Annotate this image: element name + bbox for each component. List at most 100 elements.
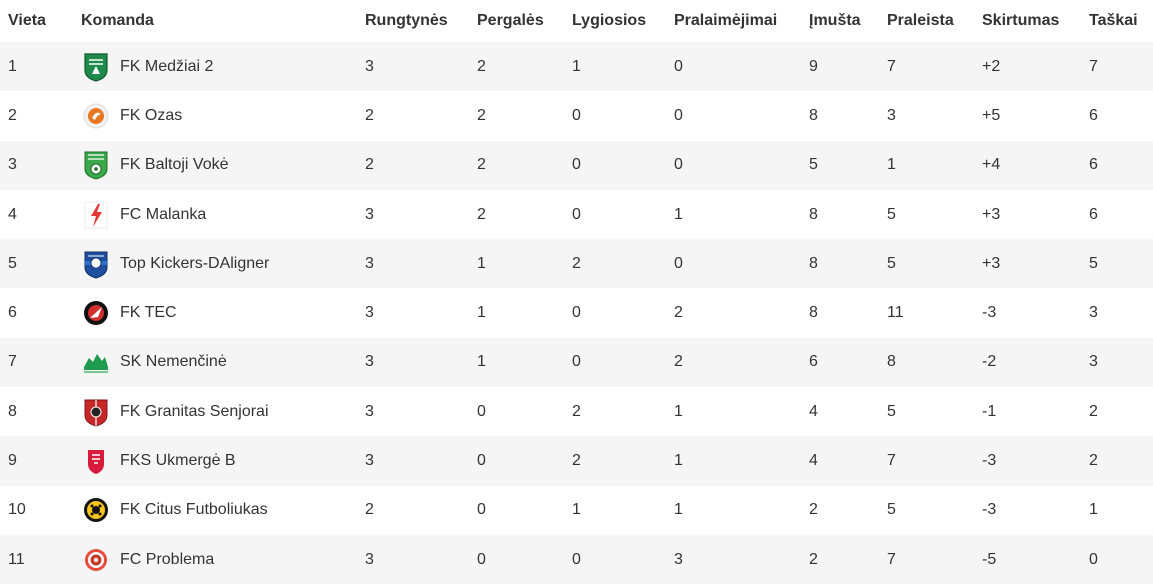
team-name[interactable]: FC Malanka [120, 205, 207, 223]
team-info[interactable]: FC Problema [81, 545, 357, 575]
table-row[interactable]: 5 Top Kickers-DAligner 3 1 2 0 8 5 +3 5 [0, 239, 1153, 289]
place-cell: 3 [8, 156, 17, 174]
table-row[interactable]: 8 FK Granitas Senjorai 3 0 2 1 4 5 -1 2 [0, 387, 1153, 437]
scored-cell: 4 [809, 452, 818, 470]
difference-cell: -3 [982, 501, 997, 519]
points-cell: 3 [1089, 353, 1098, 371]
team-name[interactable]: Top Kickers-DAligner [120, 254, 270, 272]
draws-cell: 0 [572, 304, 581, 322]
header-played[interactable]: Rungtynės [365, 12, 448, 29]
header-difference[interactable]: Skirtumas [982, 12, 1060, 29]
team-name[interactable]: FK Granitas Senjorai [120, 402, 269, 420]
points-cell: 1 [1089, 501, 1098, 519]
header-losses[interactable]: Pralaimėjimai [674, 12, 778, 29]
wins-cell: 2 [477, 57, 486, 75]
header-scored[interactable]: Įmušta [809, 12, 861, 29]
points-cell: 2 [1089, 452, 1098, 470]
team-cell: FK Medžiai 2 [73, 42, 357, 91]
place-cell: 6 [8, 304, 17, 322]
problema-crest-icon [82, 545, 110, 575]
draws-cell: 0 [572, 550, 581, 568]
table-row[interactable]: 6 FK TEC 3 1 0 2 8 11 -3 3 [0, 288, 1153, 338]
scored-cell: 8 [809, 304, 818, 322]
team-info[interactable]: SK Nemenčinė [81, 347, 357, 377]
place-cell: 2 [8, 106, 17, 124]
wins-cell: 0 [477, 550, 486, 568]
table-row[interactable]: 3 FK Baltoji Vokė 2 2 0 0 5 1 +4 6 [0, 140, 1153, 190]
team-info[interactable]: FK Granitas Senjorai [81, 397, 357, 427]
team-name[interactable]: FK Baltoji Vokė [120, 156, 229, 174]
played-cell: 3 [365, 452, 374, 470]
scored-cell: 6 [809, 353, 818, 371]
header-points[interactable]: Taškai [1089, 12, 1138, 29]
draws-cell: 2 [572, 254, 581, 272]
table-row[interactable]: 9 FKS Ukmergė B 3 0 2 1 4 7 -3 2 [0, 436, 1153, 486]
losses-cell: 0 [674, 57, 683, 75]
losses-cell: 2 [674, 304, 683, 322]
table-row[interactable]: 4 FC Malanka 3 2 0 1 8 5 +3 6 [0, 189, 1153, 240]
table-row[interactable]: 2 FK Ozas 2 2 0 0 8 3 +5 6 [0, 91, 1153, 141]
table-row[interactable]: 7 SK Nemenčinė 3 1 0 2 6 8 -2 3 [0, 337, 1153, 388]
team-name[interactable]: FK Medžiai 2 [120, 57, 214, 75]
team-cell: FK Granitas Senjorai [73, 387, 357, 436]
points-cell: 6 [1089, 205, 1098, 223]
nemencine-crest-icon [82, 347, 110, 377]
team-cell: FK Baltoji Vokė [73, 141, 357, 190]
losses-cell: 3 [674, 550, 683, 568]
header-wins[interactable]: Pergalės [477, 12, 544, 29]
difference-cell: -1 [982, 402, 997, 420]
citus-crest-icon [82, 495, 110, 525]
draws-cell: 1 [572, 57, 581, 75]
played-cell: 3 [365, 205, 374, 223]
header-conceded[interactable]: Praleista [887, 12, 954, 29]
wins-cell: 2 [477, 156, 486, 174]
team-info[interactable]: FK Medžiai 2 [81, 52, 357, 82]
team-info[interactable]: Top Kickers-DAligner [81, 249, 357, 279]
team-cell: SK Nemenčinė [73, 338, 357, 387]
played-cell: 3 [365, 304, 374, 322]
header-row: Vieta Komanda Rungtynės Pergalės Lygiosi… [0, 0, 1153, 42]
team-name[interactable]: FKS Ukmergė B [120, 452, 236, 470]
points-cell: 5 [1089, 254, 1098, 272]
team-info[interactable]: FK Baltoji Vokė [81, 150, 357, 180]
wins-cell: 2 [477, 106, 486, 124]
draws-cell: 0 [572, 106, 581, 124]
team-info[interactable]: FK Citus Futboliukas [81, 495, 357, 525]
difference-cell: +2 [982, 57, 1001, 75]
draws-cell: 0 [572, 353, 581, 371]
played-cell: 3 [365, 57, 374, 75]
medziai-crest-icon [82, 52, 110, 82]
table-row[interactable]: 10 FK Citus Futboliukas 2 0 1 1 2 5 -3 1 [0, 485, 1153, 535]
team-name[interactable]: FC Problema [120, 550, 215, 568]
team-info[interactable]: FK TEC [81, 298, 357, 328]
losses-cell: 1 [674, 402, 683, 420]
team-name[interactable]: FK TEC [120, 304, 177, 322]
difference-cell: +3 [982, 205, 1001, 223]
difference-cell: -3 [982, 452, 997, 470]
scored-cell: 8 [809, 254, 818, 272]
losses-cell: 0 [674, 106, 683, 124]
draws-cell: 2 [572, 452, 581, 470]
team-name[interactable]: FK Ozas [120, 106, 183, 124]
header-place[interactable]: Vieta [8, 12, 46, 29]
conceded-cell: 5 [887, 254, 896, 272]
table-body: 1 FK Medžiai 2 3 2 1 0 9 7 +2 7 2 FK Ozas 2 2 0 0 8 3 +5 6 3… [0, 42, 1153, 585]
points-cell: 2 [1089, 402, 1098, 420]
points-cell: 6 [1089, 106, 1098, 124]
team-info[interactable]: FK Ozas [81, 101, 357, 131]
team-info[interactable]: FKS Ukmergė B [81, 446, 357, 476]
table-row[interactable]: 11 FC Problema 3 0 0 3 2 7 -5 0 [0, 534, 1153, 585]
table-header: Vieta Komanda Rungtynės Pergalės Lygiosi… [0, 0, 1153, 42]
team-name[interactable]: SK Nemenčinė [120, 353, 227, 371]
header-team[interactable]: Komanda [81, 12, 154, 29]
played-cell: 3 [365, 550, 374, 568]
played-cell: 3 [365, 254, 374, 272]
points-cell: 0 [1089, 550, 1098, 568]
conceded-cell: 5 [887, 205, 896, 223]
table-row[interactable]: 1 FK Medžiai 2 3 2 1 0 9 7 +2 7 [0, 42, 1153, 92]
place-cell: 10 [8, 501, 26, 519]
team-name[interactable]: FK Citus Futboliukas [120, 501, 268, 519]
played-cell: 2 [365, 501, 374, 519]
team-info[interactable]: FC Malanka [81, 200, 357, 230]
header-draws[interactable]: Lygiosios [572, 12, 647, 29]
